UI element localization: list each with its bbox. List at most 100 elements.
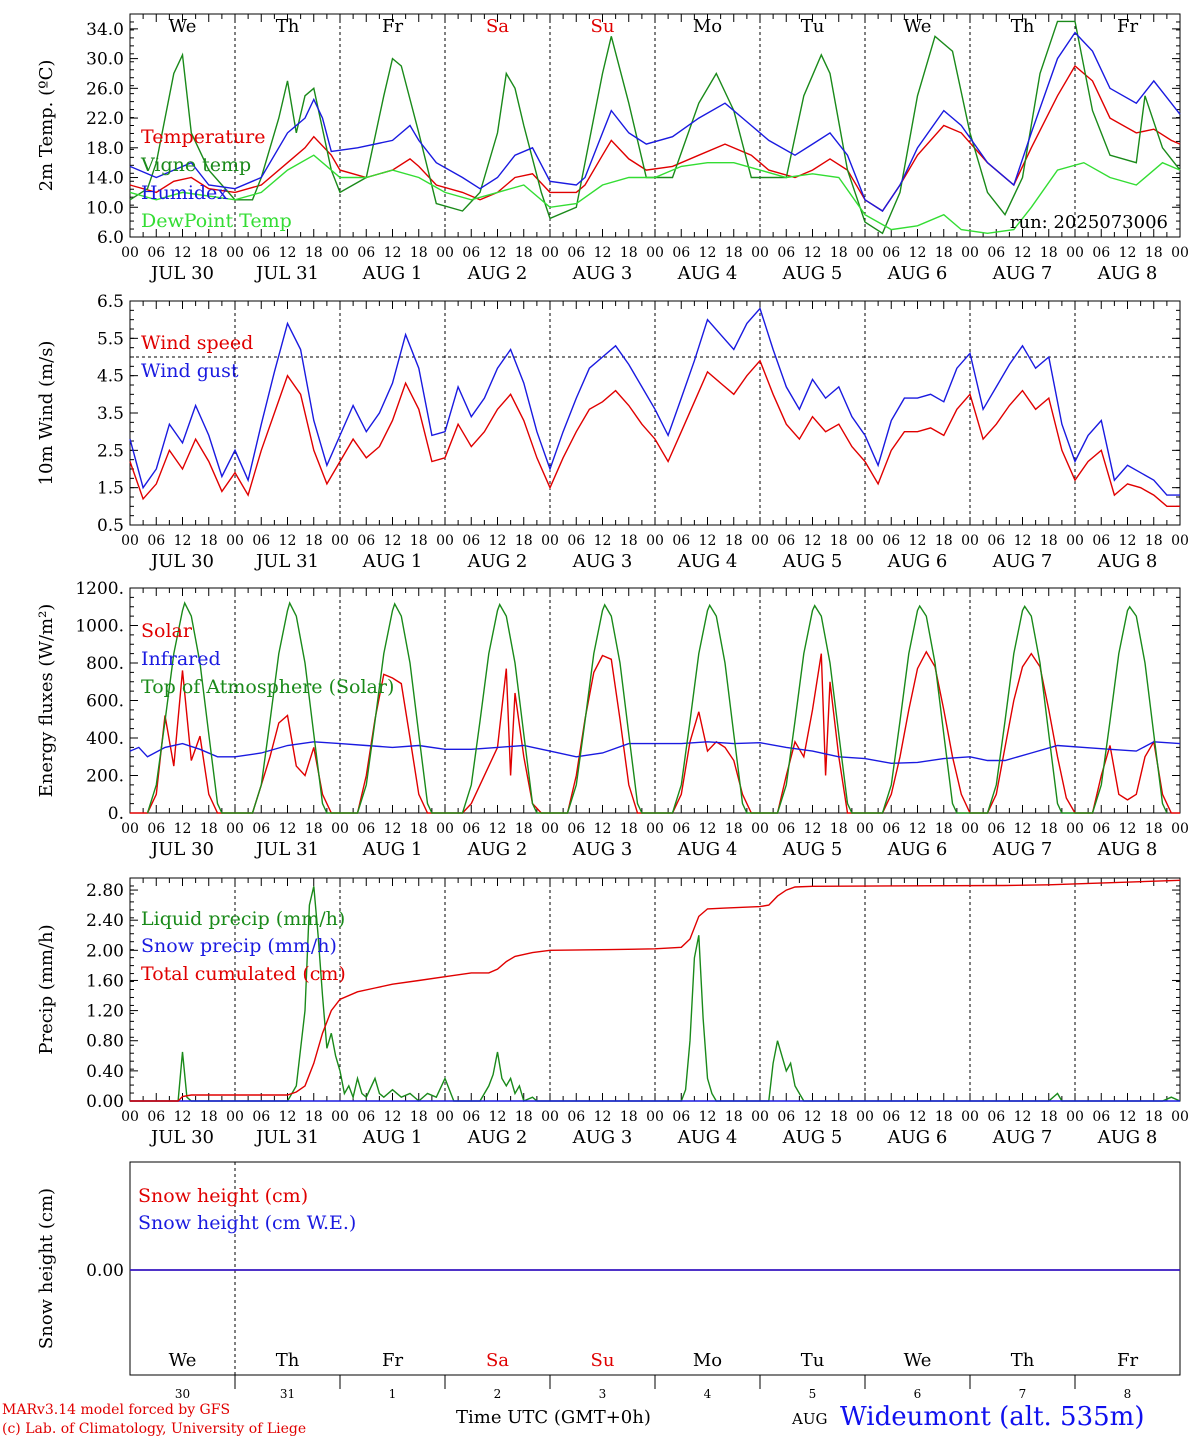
hour-tick-label: 12	[489, 533, 507, 549]
time-axis-label: Time UTC (GMT+0h)	[456, 1407, 651, 1428]
hour-tick-label: 18	[830, 1109, 848, 1125]
hour-tick-label: 06	[357, 245, 375, 261]
hour-tick-label: 06	[672, 533, 690, 549]
hour-tick-label: 00	[436, 533, 454, 549]
hour-tick-label: 12	[279, 533, 297, 549]
series-line	[129, 20, 1181, 235]
hour-tick-label: 18	[200, 1109, 218, 1125]
day-name-top: Fr	[1117, 16, 1138, 37]
hour-tick-label: 00	[1066, 821, 1084, 837]
hour-tick-label: 18	[200, 245, 218, 261]
y-tick-label: 0.80	[86, 1032, 124, 1052]
hour-tick-label: 12	[804, 1109, 822, 1125]
day-number: 31	[280, 1387, 295, 1401]
legend-entry: Snow height (cm W.E.)	[138, 1212, 356, 1234]
hour-tick-label: 18	[1145, 821, 1163, 837]
station-label: Wideumont (alt. 535m)	[840, 1402, 1145, 1432]
hour-tick-label: 00	[646, 245, 664, 261]
date-label: AUG 3	[572, 551, 633, 572]
y-tick-label: 200.	[86, 767, 124, 787]
hour-tick-label: 18	[305, 245, 323, 261]
hour-tick-label: 12	[174, 1109, 192, 1125]
panel-4: 00 06 12 18 00 06 12 18 00 06 12 18 00 06 12 18 00 06 12 18…	[36, 877, 1189, 1148]
hour-tick-label: 00	[856, 1109, 874, 1125]
hour-tick-label: 12	[909, 821, 927, 837]
y-tick-label: 22.0	[86, 109, 124, 129]
day-name-bottom: Fr	[1117, 1350, 1138, 1371]
y-tick-label: 4.5	[97, 367, 124, 387]
hour-tick-label: 06	[777, 245, 795, 261]
panel-2: 00 06 12 18 00 06 12 18 00 06 12 18 00 06 12 18 00 06 12 18…	[36, 292, 1189, 572]
date-label: AUG 6	[887, 1127, 948, 1148]
hour-tick-label: 06	[1092, 1109, 1110, 1125]
hour-tick-label: 18	[935, 245, 953, 261]
y-tick-label: 26.0	[86, 79, 124, 99]
date-label: JUL 30	[149, 839, 214, 860]
hour-tick-label: 06	[1092, 533, 1110, 549]
y-tick-label: 14.0	[86, 169, 124, 189]
hour-tick-label: 06	[357, 1109, 375, 1125]
hour-tick-label: 06	[777, 821, 795, 837]
y-tick-label: 1000.	[75, 617, 124, 637]
hour-tick-label: 12	[804, 245, 822, 261]
hour-tick-label: 18	[305, 1109, 323, 1125]
date-label: AUG 1	[362, 551, 423, 572]
date-label: JUL 31	[254, 839, 319, 860]
date-label: AUG 6	[887, 263, 948, 284]
hour-tick-label: 18	[830, 245, 848, 261]
series-line	[129, 307, 1180, 496]
legend-entry: Infrared	[141, 648, 221, 670]
hour-tick-label: 00	[331, 533, 349, 549]
hour-tick-label: 18	[200, 533, 218, 549]
hour-tick-label: 06	[882, 245, 900, 261]
series-line	[130, 886, 1181, 1102]
date-label: AUG 7	[992, 551, 1053, 572]
hour-tick-label: 18	[725, 533, 743, 549]
date-label: AUG 5	[782, 263, 843, 284]
y-tick-label: 30.0	[86, 50, 124, 70]
hour-tick-label: 00	[961, 245, 979, 261]
date-label: AUG 7	[992, 839, 1053, 860]
y-tick-label: 1.60	[86, 971, 124, 991]
panel-1: 00 06 12 18 00 06 12 18 00 06 12 18 00 06 12 18 00 06 12 18…	[36, 13, 1189, 284]
hour-tick-label: 06	[357, 533, 375, 549]
y-tick-label: 6.0	[97, 228, 124, 248]
y-tick-label: 1.20	[86, 1002, 124, 1022]
y-tick-label: 0.5	[97, 516, 124, 536]
date-label: AUG 1	[362, 263, 423, 284]
hour-tick-label: 12	[489, 821, 507, 837]
hour-tick-label: 06	[462, 533, 480, 549]
series-line	[129, 31, 1181, 212]
date-label: AUG 4	[677, 839, 738, 860]
hour-tick-label: 12	[1014, 245, 1032, 261]
y-tick-label: 3.5	[97, 404, 124, 424]
day-name-top: Th	[1011, 16, 1035, 37]
run-label: run: 2025073006	[1010, 212, 1168, 233]
hour-tick-label: 12	[699, 1109, 717, 1125]
hour-tick-label: 00	[751, 821, 769, 837]
date-label: JUL 31	[254, 551, 319, 572]
hour-tick-label: 12	[174, 821, 192, 837]
hour-tick-label: 06	[777, 533, 795, 549]
hour-tick-label: 18	[1040, 533, 1058, 549]
hour-tick-label: 12	[1119, 245, 1137, 261]
hour-tick-label: 00	[541, 821, 559, 837]
plot-frame	[129, 13, 1181, 238]
hour-tick-label: 12	[699, 821, 717, 837]
date-label: AUG 8	[1097, 551, 1158, 572]
legend-entry: Liquid precip (mm/h)	[141, 908, 345, 930]
y-tick-label: 1200.	[75, 579, 124, 599]
hour-tick-label: 06	[987, 821, 1005, 837]
hour-tick-label: 06	[252, 533, 270, 549]
day-name-bottom: We	[169, 1350, 197, 1371]
hour-tick-label: 18	[1145, 533, 1163, 549]
hour-tick-label: 00	[856, 245, 874, 261]
hour-tick-label: 00	[1066, 245, 1084, 261]
hour-tick-label: 18	[515, 821, 533, 837]
hour-tick-label: 18	[725, 245, 743, 261]
hour-tick-label: 00	[646, 821, 664, 837]
hour-tick-label: 12	[594, 821, 612, 837]
y-tick-label: 34.0	[86, 20, 124, 40]
series-line	[146, 601, 1168, 814]
day-name-top: We	[904, 16, 932, 37]
